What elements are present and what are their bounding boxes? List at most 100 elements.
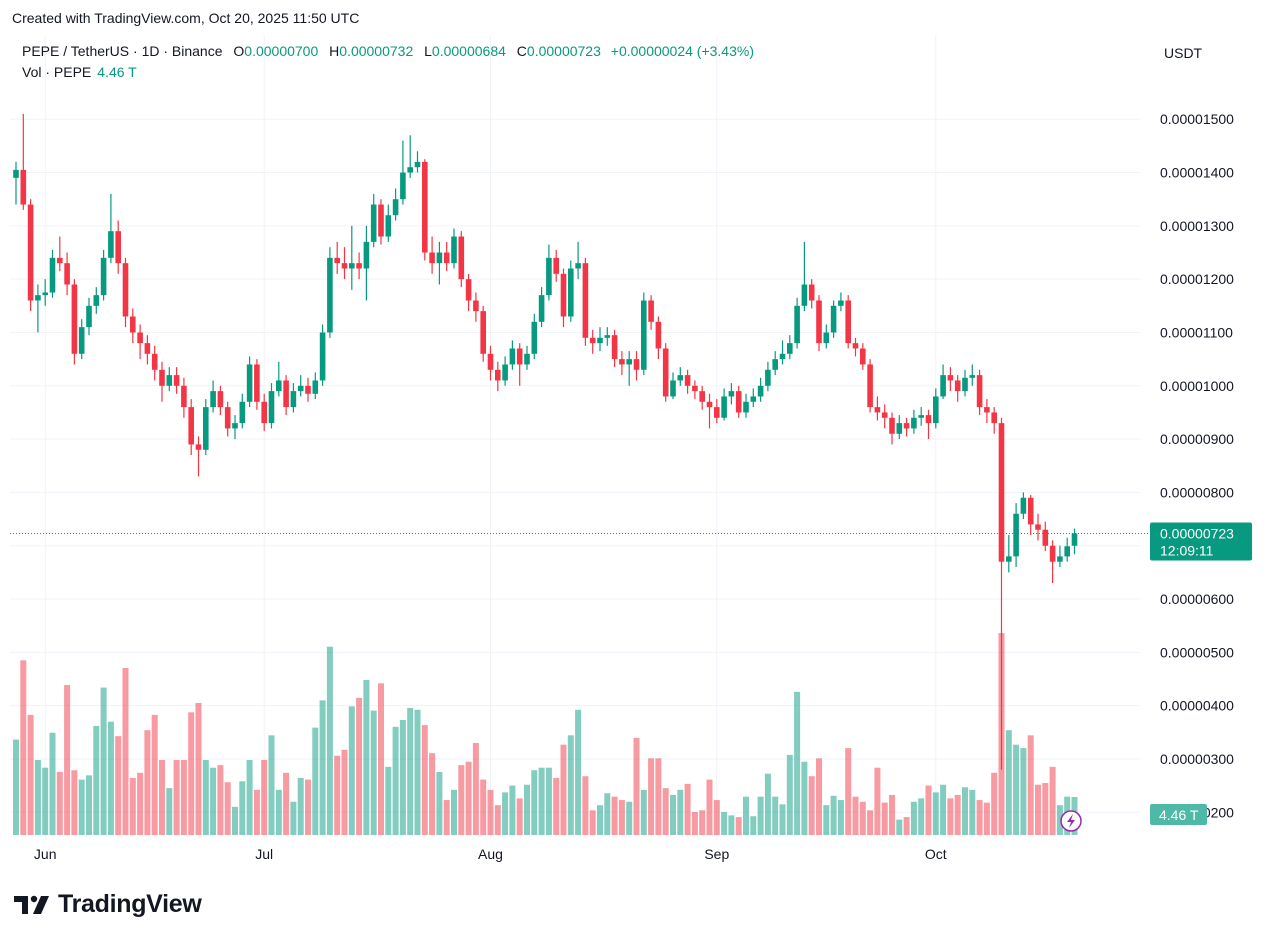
volume-bar bbox=[721, 811, 728, 835]
volume-bar bbox=[940, 784, 947, 835]
candle-body bbox=[925, 415, 932, 424]
volume-bar bbox=[670, 794, 676, 835]
volume-bar bbox=[246, 760, 253, 835]
candle-body bbox=[575, 263, 581, 269]
volume-bar bbox=[188, 712, 195, 835]
candle-body bbox=[1071, 533, 1078, 546]
candle-body bbox=[677, 375, 684, 381]
volume-bar bbox=[794, 691, 801, 835]
volume-bar bbox=[122, 668, 129, 835]
candle-body bbox=[232, 423, 238, 429]
candle-body bbox=[874, 407, 881, 413]
candle-body bbox=[597, 337, 603, 344]
volume-bar bbox=[399, 719, 406, 835]
candle-body bbox=[787, 343, 793, 354]
candle-body bbox=[407, 167, 413, 173]
last-price-label: 0.00000723 bbox=[1160, 525, 1234, 541]
candle-body bbox=[611, 335, 618, 360]
volume-bar bbox=[49, 732, 56, 835]
candle-body bbox=[984, 407, 990, 413]
ohlc-key: O bbox=[233, 43, 245, 59]
candle-body bbox=[823, 332, 830, 344]
volume-bar bbox=[655, 758, 662, 835]
y-tick-label: 0.00000900 bbox=[1160, 431, 1234, 447]
candle-body bbox=[1027, 497, 1034, 525]
volume-bar bbox=[107, 721, 114, 835]
volume-bar bbox=[779, 804, 786, 835]
volume-bar bbox=[151, 714, 158, 835]
volume-bar bbox=[618, 800, 625, 835]
volume-bar bbox=[640, 789, 647, 835]
candle-body bbox=[684, 375, 691, 386]
volume-bar bbox=[750, 816, 757, 835]
candle-body bbox=[246, 364, 253, 402]
y-tick-label: 0.00001300 bbox=[1160, 218, 1234, 234]
candle-body bbox=[495, 369, 501, 381]
candle-body bbox=[115, 231, 121, 264]
candle-body bbox=[568, 268, 574, 317]
candle-body bbox=[64, 263, 70, 285]
volume-bar bbox=[283, 772, 290, 835]
volume-bar bbox=[13, 739, 19, 835]
candle-body bbox=[100, 257, 107, 296]
candle-body bbox=[254, 364, 260, 402]
volume-bar bbox=[1005, 730, 1012, 835]
candle-body bbox=[976, 375, 983, 408]
candle-body bbox=[911, 417, 917, 429]
volume-bar bbox=[567, 735, 574, 835]
volume-bar bbox=[633, 737, 640, 835]
volume-bar bbox=[370, 710, 377, 835]
volume-bar bbox=[553, 777, 560, 835]
y-tick-label: 0.00000300 bbox=[1160, 751, 1234, 767]
volume-bar bbox=[100, 687, 107, 835]
candle-body bbox=[582, 263, 589, 338]
volume-bar bbox=[743, 796, 749, 835]
candle-body bbox=[181, 385, 187, 408]
volume-bar bbox=[1027, 735, 1034, 835]
candle-body bbox=[794, 305, 800, 344]
candle-body bbox=[604, 335, 611, 338]
volume-bar bbox=[407, 708, 414, 835]
candle-body bbox=[443, 252, 450, 264]
candle-body bbox=[531, 321, 538, 354]
volume-bar bbox=[801, 761, 808, 835]
candle-body bbox=[283, 380, 289, 408]
volume-bar bbox=[71, 770, 78, 835]
volume-bar bbox=[764, 773, 771, 835]
candle-body bbox=[422, 161, 428, 253]
volume-bar bbox=[662, 788, 669, 835]
candle-body bbox=[728, 391, 735, 397]
candle-body bbox=[480, 311, 486, 354]
candle-body bbox=[962, 377, 968, 392]
volume-bar bbox=[414, 709, 421, 835]
candle-body bbox=[414, 161, 421, 168]
volume-bar bbox=[232, 806, 238, 835]
volume-header: Vol · PEPE 4.46 T bbox=[22, 64, 137, 80]
candle-body bbox=[648, 300, 654, 322]
volume-bar bbox=[589, 810, 596, 835]
volume-bar bbox=[772, 796, 779, 835]
candle-body bbox=[714, 407, 720, 418]
volume-bar bbox=[480, 779, 487, 835]
volume-bar bbox=[93, 725, 100, 835]
candle-body bbox=[334, 257, 340, 264]
volume-bar bbox=[348, 706, 355, 835]
candle-body bbox=[210, 391, 216, 408]
candle-body bbox=[881, 412, 888, 418]
candle-body bbox=[173, 375, 180, 386]
candle-body bbox=[889, 417, 895, 434]
volume-bar bbox=[611, 796, 618, 835]
candle-body bbox=[1013, 513, 1019, 557]
volume-bar bbox=[341, 749, 348, 835]
volume-bar bbox=[910, 801, 917, 835]
volume-bar bbox=[626, 801, 633, 835]
y-tick-label: 0.00001200 bbox=[1160, 271, 1234, 287]
volume-bar bbox=[962, 787, 968, 835]
volume-bar bbox=[545, 767, 552, 835]
candle-body bbox=[538, 295, 545, 322]
candle-body bbox=[706, 401, 713, 408]
volume-bar bbox=[1042, 783, 1049, 835]
volume-bar bbox=[947, 798, 954, 835]
volume-bar bbox=[443, 800, 450, 835]
